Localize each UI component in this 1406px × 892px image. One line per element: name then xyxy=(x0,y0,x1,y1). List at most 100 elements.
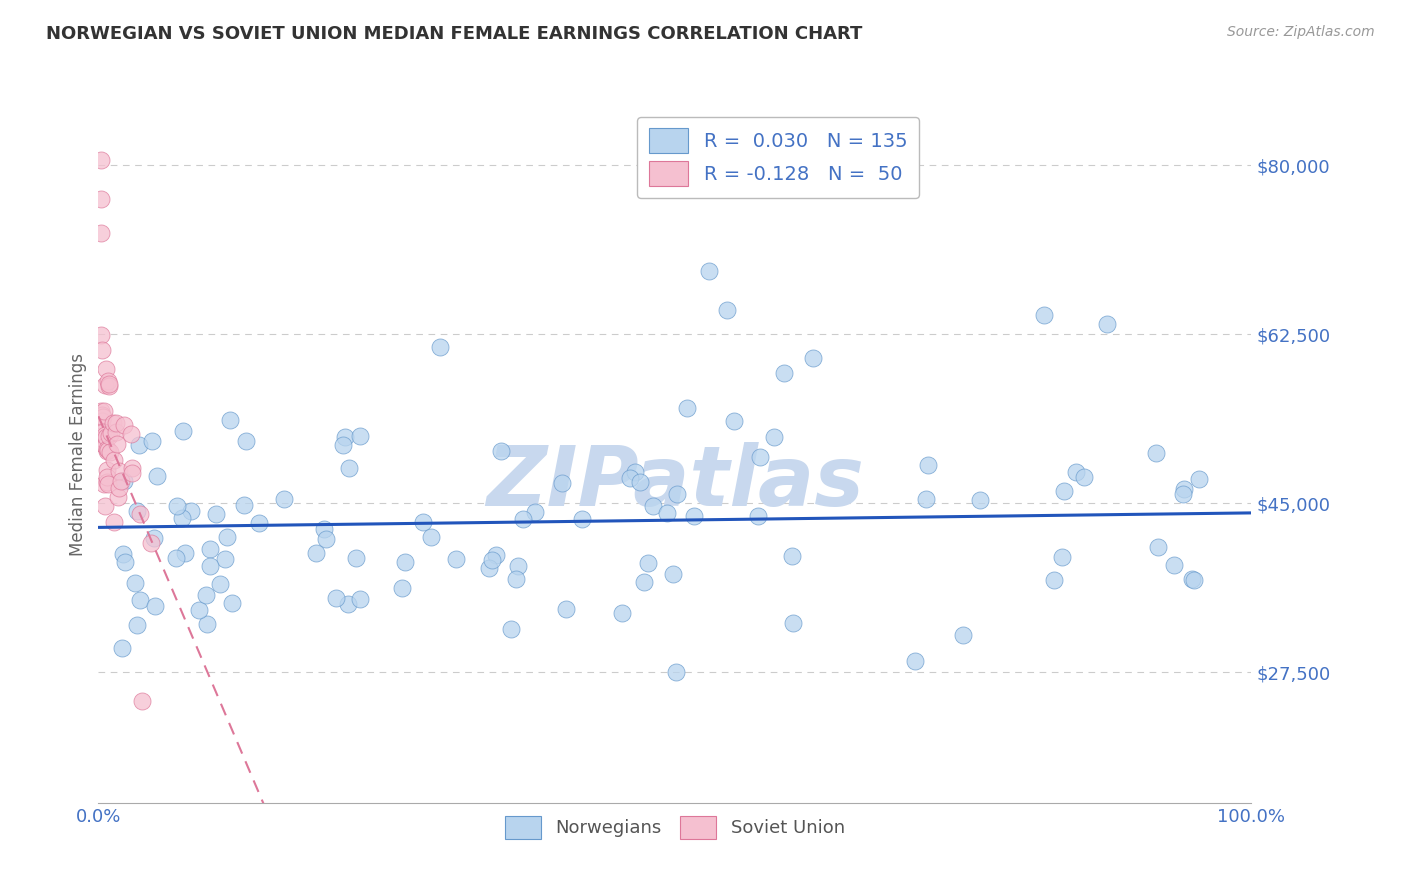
Point xyxy=(1182,573,1205,587)
Point xyxy=(111,641,134,656)
Point xyxy=(219,413,242,427)
Point xyxy=(103,515,125,529)
Point xyxy=(98,376,121,391)
Point xyxy=(90,327,112,342)
Point xyxy=(610,606,633,620)
Point xyxy=(91,432,114,446)
Point xyxy=(506,559,529,574)
Point xyxy=(108,481,131,495)
Point xyxy=(1187,472,1209,486)
Point xyxy=(1073,470,1095,484)
Point xyxy=(637,556,659,570)
Point xyxy=(952,627,974,641)
Point xyxy=(662,567,685,582)
Point xyxy=(773,366,796,380)
Point xyxy=(217,531,239,545)
Point xyxy=(332,438,354,452)
Point xyxy=(180,504,202,518)
Point xyxy=(1171,486,1194,500)
Point xyxy=(127,618,149,632)
Y-axis label: Median Female Earnings: Median Female Earnings xyxy=(69,353,87,557)
Point xyxy=(129,593,152,607)
Point xyxy=(91,409,114,424)
Point xyxy=(420,531,443,545)
Point xyxy=(641,499,664,513)
Point xyxy=(699,264,721,278)
Text: NORWEGIAN VS SOVIET UNION MEDIAN FEMALE EARNINGS CORRELATION CHART: NORWEGIAN VS SOVIET UNION MEDIAN FEMALE … xyxy=(46,25,863,43)
Point xyxy=(114,555,136,569)
Point xyxy=(204,508,226,522)
Point xyxy=(782,615,804,630)
Point xyxy=(198,558,221,573)
Point xyxy=(619,471,641,485)
Point xyxy=(312,522,335,536)
Point xyxy=(1064,466,1087,480)
Point xyxy=(394,555,416,569)
Point xyxy=(1181,572,1204,586)
Point xyxy=(1173,482,1195,496)
Point xyxy=(90,404,112,418)
Point xyxy=(1032,308,1054,322)
Point xyxy=(214,552,236,566)
Point xyxy=(655,506,678,520)
Point xyxy=(1144,446,1167,460)
Point xyxy=(633,575,655,590)
Point xyxy=(478,561,501,575)
Point xyxy=(103,416,125,430)
Point xyxy=(349,429,371,443)
Point xyxy=(96,463,118,477)
Point xyxy=(554,602,576,616)
Point xyxy=(716,302,738,317)
Point xyxy=(969,493,991,508)
Point xyxy=(94,378,117,392)
Point xyxy=(107,464,129,478)
Point xyxy=(105,425,128,440)
Point xyxy=(112,418,135,433)
Point xyxy=(121,466,143,480)
Point xyxy=(112,547,135,561)
Point xyxy=(97,374,120,388)
Point xyxy=(129,507,152,521)
Point xyxy=(247,516,270,531)
Point xyxy=(315,532,337,546)
Point xyxy=(112,474,135,488)
Point xyxy=(97,442,120,457)
Point xyxy=(103,452,125,467)
Point xyxy=(90,192,112,206)
Point xyxy=(305,546,328,560)
Point xyxy=(90,408,112,422)
Point xyxy=(125,504,148,518)
Point xyxy=(97,429,120,443)
Point xyxy=(233,498,256,512)
Point xyxy=(915,491,938,506)
Point xyxy=(105,437,128,451)
Point xyxy=(665,486,688,500)
Point xyxy=(489,443,512,458)
Point xyxy=(1053,484,1076,499)
Point xyxy=(747,509,769,524)
Point xyxy=(412,516,434,530)
Point xyxy=(187,603,209,617)
Point xyxy=(90,226,112,240)
Point xyxy=(96,443,118,458)
Point xyxy=(349,591,371,606)
Point xyxy=(333,430,356,444)
Point xyxy=(128,438,150,452)
Point xyxy=(444,552,467,566)
Point xyxy=(624,465,647,479)
Point xyxy=(166,499,188,513)
Point xyxy=(337,461,360,475)
Point xyxy=(391,581,413,595)
Point xyxy=(90,436,112,450)
Point xyxy=(801,351,824,366)
Point xyxy=(748,450,770,464)
Point xyxy=(107,490,129,504)
Point xyxy=(676,401,699,415)
Point xyxy=(96,475,118,490)
Point xyxy=(94,439,117,453)
Point xyxy=(94,499,117,513)
Point xyxy=(1097,318,1119,332)
Point xyxy=(523,505,546,519)
Point xyxy=(723,414,745,428)
Point xyxy=(98,445,121,459)
